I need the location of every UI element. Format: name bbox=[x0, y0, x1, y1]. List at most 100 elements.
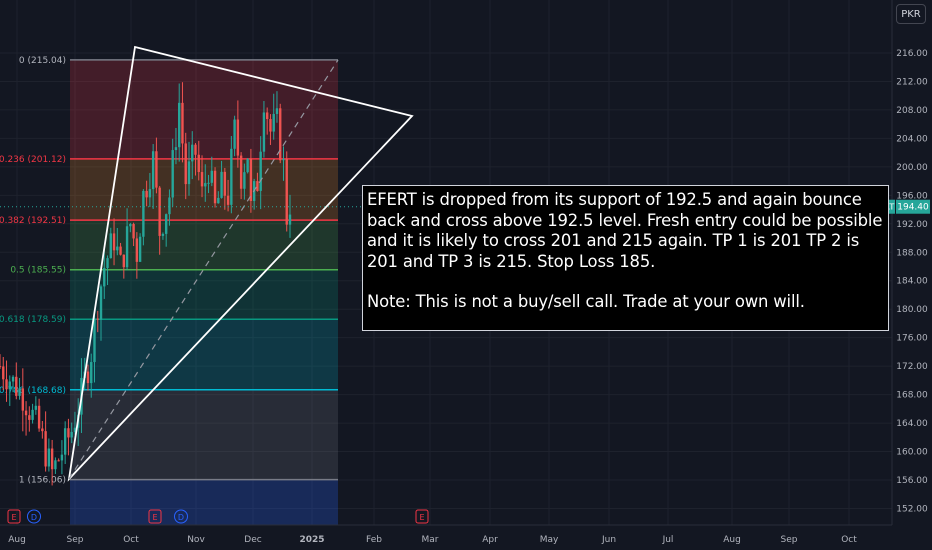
candle-body bbox=[243, 172, 245, 189]
candle-body bbox=[263, 112, 265, 151]
time-tick-label: Aug bbox=[723, 535, 741, 545]
fib-extension-band bbox=[70, 480, 338, 525]
time-tick-label: Mar bbox=[422, 535, 439, 545]
candle-body bbox=[158, 188, 160, 236]
candle-body bbox=[129, 224, 131, 226]
fib-level-label: 0.382 (192.51) bbox=[0, 216, 66, 226]
price-tick-label: 168.00 bbox=[896, 391, 928, 401]
dividend-marker-label: D bbox=[31, 513, 37, 522]
fib-band bbox=[70, 60, 338, 159]
price-tick-label: 204.00 bbox=[896, 134, 928, 144]
candle-body bbox=[220, 172, 222, 198]
candle-body bbox=[0, 366, 1, 367]
candle-body bbox=[35, 406, 37, 410]
candle-body bbox=[61, 455, 63, 461]
price-tick-label: 200.00 bbox=[896, 163, 928, 173]
candle-body bbox=[155, 151, 157, 187]
candle-body bbox=[198, 155, 200, 172]
time-tick-label: Sep bbox=[67, 535, 84, 545]
candle-body bbox=[152, 151, 154, 189]
candle-body bbox=[175, 147, 177, 150]
candle-body bbox=[90, 362, 92, 383]
candle-body bbox=[28, 415, 30, 420]
candle-body bbox=[149, 189, 151, 197]
time-tick-label: Jun bbox=[601, 535, 616, 545]
candle-body bbox=[145, 191, 147, 197]
candle-body bbox=[64, 428, 66, 454]
candle-body bbox=[204, 183, 206, 186]
price-tick-label: 212.00 bbox=[896, 77, 928, 87]
candle-body bbox=[132, 224, 134, 238]
candle-body bbox=[269, 119, 271, 132]
candle-body bbox=[31, 410, 33, 420]
candle-body bbox=[51, 449, 53, 470]
fib-band bbox=[70, 319, 338, 390]
time-tick-label: Jul bbox=[662, 535, 674, 545]
price-tick-label: 216.00 bbox=[896, 49, 928, 59]
candle-body bbox=[103, 268, 105, 286]
candle-body bbox=[97, 319, 99, 320]
candle-body bbox=[207, 183, 209, 184]
time-tick-label: Oct bbox=[841, 535, 857, 545]
price-tick-label: 176.00 bbox=[896, 334, 928, 344]
price-tick-label: 160.00 bbox=[896, 448, 928, 458]
candle-body bbox=[87, 372, 89, 384]
candle-body bbox=[233, 120, 235, 149]
fib-level-label: 1 (156.06) bbox=[19, 476, 66, 486]
candle-body bbox=[224, 172, 226, 196]
candle-body bbox=[201, 172, 203, 186]
candle-body bbox=[286, 159, 288, 225]
candle-body bbox=[5, 379, 7, 389]
candle-body bbox=[54, 460, 56, 469]
candle-body bbox=[126, 226, 128, 267]
candle-body bbox=[230, 149, 232, 205]
analysis-text: EFERT is dropped from its support of 192… bbox=[367, 190, 884, 272]
candle-body bbox=[276, 108, 278, 114]
candle-body bbox=[168, 197, 170, 214]
candle-body bbox=[259, 152, 261, 191]
candle-body bbox=[240, 156, 242, 189]
candle-body bbox=[139, 237, 141, 262]
candle-body bbox=[100, 286, 102, 319]
time-tick-label: May bbox=[540, 535, 559, 545]
candle-body bbox=[110, 233, 112, 258]
candle-body bbox=[273, 114, 275, 132]
candle-body bbox=[178, 103, 180, 147]
candle-body bbox=[211, 171, 213, 183]
candle-body bbox=[57, 460, 59, 461]
fib-level-label: 0.236 (201.12) bbox=[0, 155, 66, 165]
candle-body bbox=[25, 411, 27, 416]
candle-body bbox=[194, 145, 196, 155]
candle-body bbox=[162, 234, 164, 236]
candle-body bbox=[123, 255, 125, 267]
candle-body bbox=[106, 258, 108, 268]
candle-body bbox=[191, 145, 193, 162]
earnings-marker-label: E bbox=[11, 513, 16, 522]
time-tick-label: Sep bbox=[781, 535, 798, 545]
candle-body bbox=[289, 215, 291, 225]
dividend-marker-label: D bbox=[178, 513, 184, 522]
candle-body bbox=[266, 112, 268, 119]
time-tick-label: Dec bbox=[244, 535, 261, 545]
price-tick-label: 188.00 bbox=[896, 248, 928, 258]
candle-body bbox=[18, 388, 20, 396]
candle-body bbox=[12, 377, 14, 382]
candle-body bbox=[2, 366, 4, 379]
price-tick-label: 164.00 bbox=[896, 419, 928, 429]
candle-body bbox=[246, 159, 248, 173]
candle-body bbox=[9, 382, 11, 390]
candle-body bbox=[38, 406, 40, 429]
candle-body bbox=[142, 191, 144, 237]
candle-body bbox=[70, 432, 72, 438]
time-tick-label: Apr bbox=[482, 535, 498, 545]
candle-body bbox=[116, 247, 118, 251]
candle-body bbox=[136, 238, 138, 261]
earnings-marker-label: E bbox=[152, 513, 157, 522]
price-tick-label: 208.00 bbox=[896, 106, 928, 116]
currency-selector[interactable]: PKR bbox=[896, 4, 926, 24]
analysis-note: EFERT is dropped from its support of 192… bbox=[362, 185, 889, 331]
price-tick-label: 184.00 bbox=[896, 277, 928, 287]
candle-body bbox=[171, 150, 173, 197]
candle-body bbox=[44, 431, 46, 466]
